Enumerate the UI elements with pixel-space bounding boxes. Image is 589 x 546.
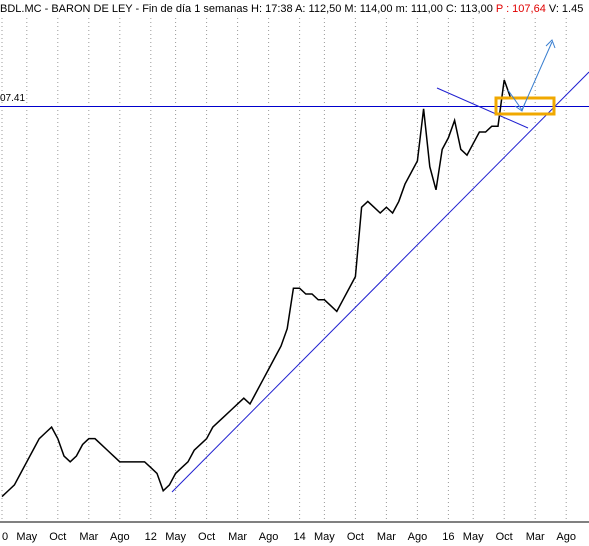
x-tick-label: 0 (2, 531, 8, 543)
x-tick-label: Ago (408, 531, 428, 543)
x-tick-label: May (165, 531, 186, 543)
x-tick-label: Mar (526, 531, 545, 543)
annotations (171, 39, 589, 493)
x-tick-label: Ago (259, 531, 279, 543)
volume-label: V: 1.45 (549, 3, 583, 15)
x-tick-label: Mar (228, 531, 247, 543)
x-tick-label: May (314, 531, 335, 543)
x-tick-label: Oct (49, 531, 66, 543)
arrow-head (514, 102, 526, 112)
x-tick-label: May (16, 531, 37, 543)
highlight-box (494, 96, 556, 116)
x-tick-label: Ago (556, 531, 576, 543)
plot (0, 79, 589, 498)
x-tick-label: 16 (442, 531, 454, 543)
trend-line (436, 87, 529, 129)
x-tick-label: May (463, 531, 484, 543)
x-tick-label: Mar (377, 531, 396, 543)
x-tick-label: Oct (347, 531, 364, 543)
x-tick-label: 14 (293, 531, 305, 543)
trend-line (171, 71, 589, 493)
arrow-head (545, 39, 556, 49)
reference-label: 07.41 (0, 93, 25, 104)
x-tick-label: Oct (496, 531, 513, 543)
title: BDL.MC - BARON DE LEY - Fin de día 1 sem… (0, 3, 493, 15)
x-tick-label: Oct (198, 531, 215, 543)
x-tick-label: Ago (110, 531, 130, 543)
header-bg (0, 0, 589, 17)
header: BDL.MC - BARON DE LEY - Fin de día 1 sem… (0, 3, 583, 15)
x-tick-label: 12 (145, 531, 157, 543)
price-line (1, 79, 512, 498)
price-label: P : 107,64 (496, 3, 546, 15)
x-tick-label: Mar (79, 531, 98, 543)
